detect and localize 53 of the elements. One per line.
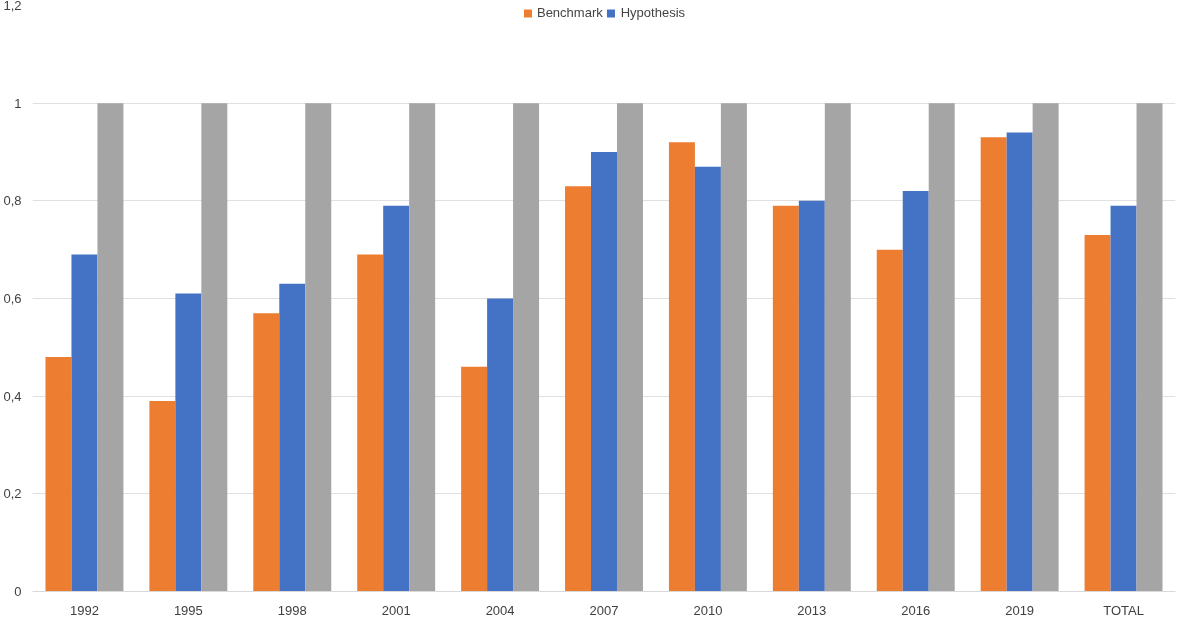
x-tick-label: 2007 <box>589 602 619 618</box>
bar <box>175 293 202 592</box>
bar <box>1110 205 1137 592</box>
x-tick-label: 2004 <box>485 602 515 618</box>
y-tick-label: 0,2 <box>3 486 22 502</box>
x-tick-label: 1998 <box>277 602 307 618</box>
y-tick-label: 1,2 <box>3 0 22 13</box>
bar <box>383 205 410 592</box>
x-tick-label: 2010 <box>693 602 723 618</box>
bar <box>1136 103 1163 592</box>
bar <box>668 142 695 592</box>
y-tick-label: 0,8 <box>3 193 22 209</box>
y-tick-label: 0,4 <box>3 388 22 404</box>
bar <box>1084 235 1111 592</box>
bar <box>71 254 98 592</box>
bar <box>305 103 332 592</box>
bar <box>45 357 72 592</box>
bar <box>798 200 825 592</box>
bar <box>902 191 929 592</box>
x-tick-label: TOTAL <box>1103 602 1144 618</box>
bar <box>149 401 176 592</box>
bar <box>1006 132 1033 592</box>
bar <box>928 103 955 592</box>
x-tick-label: 2001 <box>381 602 411 618</box>
bar <box>461 366 488 592</box>
bar <box>616 103 643 592</box>
bar <box>487 298 514 592</box>
bar <box>772 205 799 592</box>
legend-label: Hypothesis <box>620 5 686 20</box>
x-tick-label: 1992 <box>69 602 99 618</box>
bar <box>824 103 851 592</box>
bar <box>720 103 747 592</box>
x-tick-label: 2013 <box>797 602 827 618</box>
bar <box>357 254 384 592</box>
bar <box>409 103 436 592</box>
bar <box>591 152 617 592</box>
y-tick-label: 0,6 <box>3 291 22 306</box>
bar <box>201 103 228 592</box>
x-tick-label: 1995 <box>173 602 203 618</box>
bar <box>694 166 721 592</box>
bar <box>513 103 540 592</box>
x-tick-label: 2019 <box>1005 602 1035 618</box>
bar <box>565 186 592 592</box>
bar <box>253 313 280 592</box>
y-tick-label: 0 <box>14 584 22 599</box>
bar <box>980 137 1007 592</box>
bar <box>876 249 903 592</box>
bar <box>279 283 306 592</box>
bar <box>1032 103 1059 592</box>
x-tick-label: 2016 <box>901 602 931 618</box>
legend-label: Benchmark <box>536 5 603 20</box>
bar <box>97 103 124 592</box>
y-tick-label: 1 <box>14 95 22 111</box>
